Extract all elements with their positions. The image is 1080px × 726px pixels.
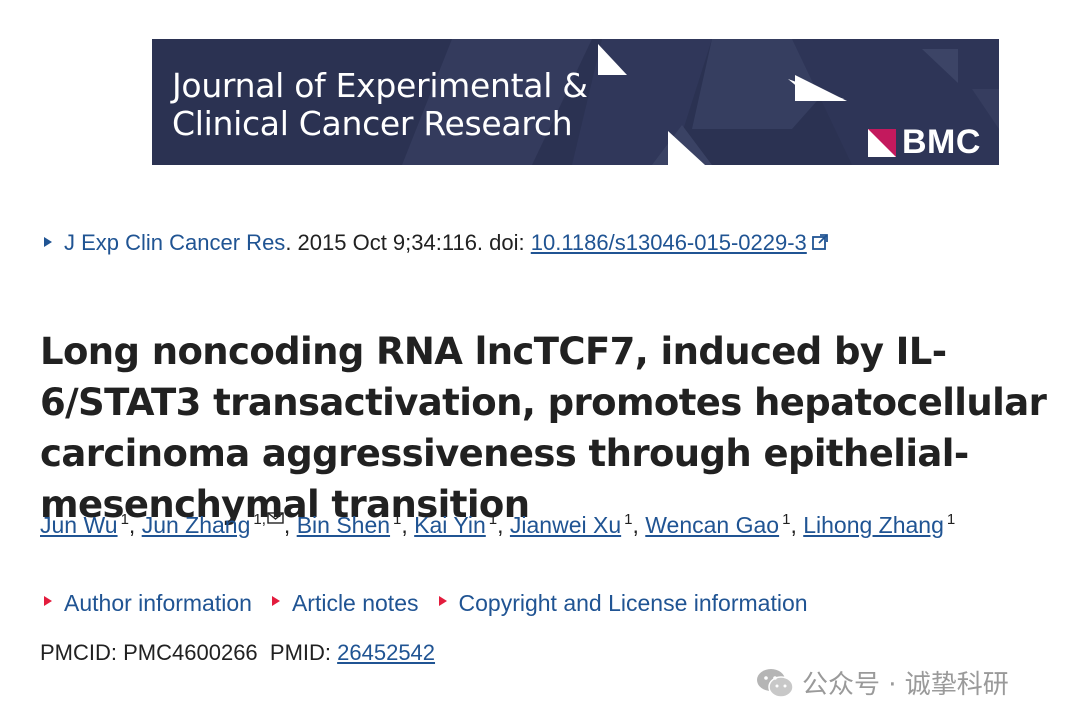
watermark-text: 公众号 · 诚挚科研 (802, 670, 1009, 700)
article-notes-toggle[interactable]: Article notes (271, 588, 419, 618)
bmc-logo: BMC (868, 123, 981, 162)
journal-banner: Journal of Experimental & Clinical Cance… (152, 39, 999, 165)
envelope-icon[interactable] (267, 512, 284, 525)
journal-title: Journal of Experimental & Clinical Cance… (172, 67, 588, 143)
expand-triangle-icon (271, 596, 280, 606)
watermark: 公众号 · 诚挚科研 (756, 664, 1009, 701)
article-ids: PMCID: PMC4600266 PMID: 26452542 (40, 638, 435, 668)
author-link[interactable]: Bin Shen (296, 512, 391, 538)
wechat-icon (757, 668, 794, 698)
pmid-label: PMID: (269, 640, 338, 665)
article-title: Long noncoding RNA lncTCF7, induced by I… (40, 330, 1047, 526)
bmc-logo-icon (868, 128, 896, 157)
citation-details: . 2015 Oct 9;34:116. doi: (285, 230, 531, 255)
author-link[interactable]: Jun Zhang (141, 512, 251, 538)
expand-triangle-icon (438, 596, 447, 606)
expand-triangle-icon[interactable] (44, 237, 52, 248)
pmcid-value: PMC4600266 (123, 640, 258, 665)
author-affiliation: 1 (624, 511, 633, 529)
author-list: Jun Wu 1, Jun Zhang 1,, Bin Shen 1, Kai Yin… (40, 511, 956, 538)
doi-link[interactable]: 10.1186/s13046-015-0229-3 (530, 230, 807, 255)
journal-title-line2: Clinical Cancer Research (172, 104, 573, 143)
article-info-links: Author information Article notes Copyrig… (44, 588, 828, 618)
journal-title-line1: Journal of Experimental & (172, 66, 588, 105)
author-link[interactable]: Jun Wu (40, 512, 118, 538)
copyright-toggle[interactable]: Copyright and License information (438, 588, 808, 618)
copyright-label: Copyright and License information (458, 590, 808, 616)
banner-decoration (402, 39, 999, 165)
citation-line: J Exp Clin Cancer Res. 2015 Oct 9;34:116… (44, 229, 829, 257)
article-notes-label: Article notes (291, 590, 419, 616)
author-link[interactable]: Wencan Gao (645, 512, 780, 538)
author-affiliation: 1, (253, 511, 266, 529)
author-affiliation: 1 (782, 511, 791, 529)
author-affiliation: 1 (393, 511, 402, 529)
author-affiliation: 1 (120, 511, 129, 529)
author-link[interactable]: Lihong Zhang (803, 512, 944, 538)
author-link[interactable]: Kai Yin (414, 512, 486, 538)
external-link-icon[interactable] (811, 233, 829, 251)
journal-link[interactable]: J Exp Clin Cancer Res (64, 230, 286, 255)
author-information-label: Author information (64, 590, 252, 616)
author-link[interactable]: Jianwei Xu (509, 512, 622, 538)
author-affiliation: 1 (946, 511, 956, 529)
expand-triangle-icon (44, 596, 52, 606)
bmc-logo-text: BMC (902, 123, 981, 161)
author-information-toggle[interactable]: Author information (44, 588, 252, 618)
pmid-link[interactable]: 26452542 (337, 640, 436, 665)
pmcid-label: PMCID: (40, 640, 124, 665)
author-affiliation: 1 (488, 511, 498, 529)
